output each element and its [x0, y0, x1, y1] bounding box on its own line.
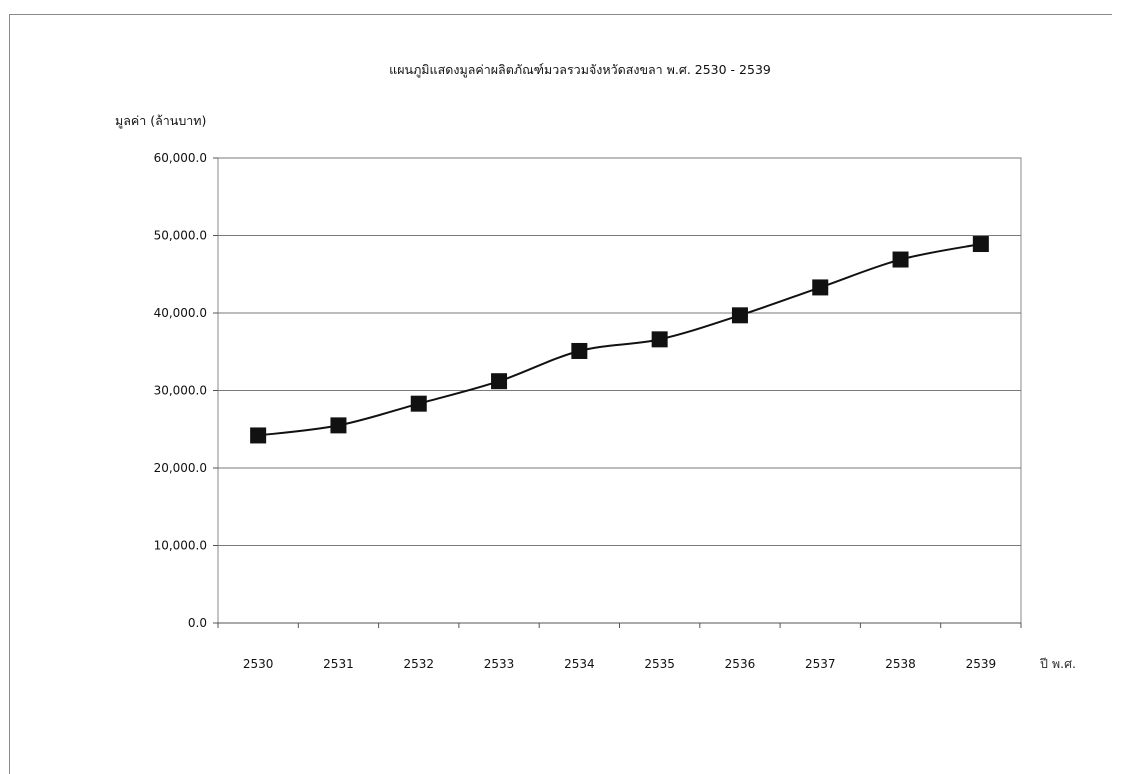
x-tick-label: 2539: [966, 657, 997, 671]
x-tick-label: 2532: [403, 657, 434, 671]
data-point-marker: [571, 342, 588, 359]
y-tick-label: 0.0: [188, 616, 207, 630]
data-point-marker: [972, 236, 989, 253]
data-point-marker: [250, 427, 267, 444]
data-point-marker: [731, 307, 748, 324]
data-point-marker: [410, 395, 427, 412]
y-axis-label: มูลค่า (ล้านบาท): [115, 113, 206, 129]
y-axis: 0.0 10,000.0 20,000.0 30,000.0 40,000.0 50,00…: [154, 151, 218, 630]
x-tick-label: 2536: [725, 657, 756, 671]
x-axis: 2530 2531 2532 2533 2534 2535 2536 2537 2538 2539: [217, 623, 1022, 671]
x-tick-label: 2535: [644, 657, 675, 671]
chart-frame: [9, 14, 1112, 774]
y-tick-label: 10,000.0: [154, 539, 207, 553]
y-tick-label: 60,000.0: [154, 151, 207, 165]
y-tick-label: 20,000.0: [154, 461, 207, 475]
y-tick-label: 30,000.0: [154, 384, 207, 398]
data-point-marker: [330, 417, 347, 434]
x-tick-label: 2537: [805, 657, 836, 671]
x-axis-label: ปี พ.ศ.: [1040, 656, 1076, 671]
x-tick-label: 2531: [323, 657, 354, 671]
x-tick-label: 2534: [564, 657, 595, 671]
data-point-marker: [892, 251, 909, 268]
data-series: [250, 236, 989, 444]
data-point-marker: [812, 279, 829, 296]
y-tick-label: 50,000.0: [154, 229, 207, 243]
x-tick-label: 2533: [484, 657, 515, 671]
y-tick-label: 40,000.0: [154, 306, 207, 320]
data-point-marker: [491, 373, 508, 390]
x-tick-label: 2530: [243, 657, 274, 671]
data-point-marker: [651, 331, 668, 348]
gridlines: [218, 157, 1021, 624]
x-tick-label: 2538: [885, 657, 916, 671]
chart-title: แผนภูมิแสดงมูลค่าผลิตภัณฑ์มวลรวมจังหวัดส…: [389, 62, 771, 78]
series-line: [258, 243, 982, 437]
